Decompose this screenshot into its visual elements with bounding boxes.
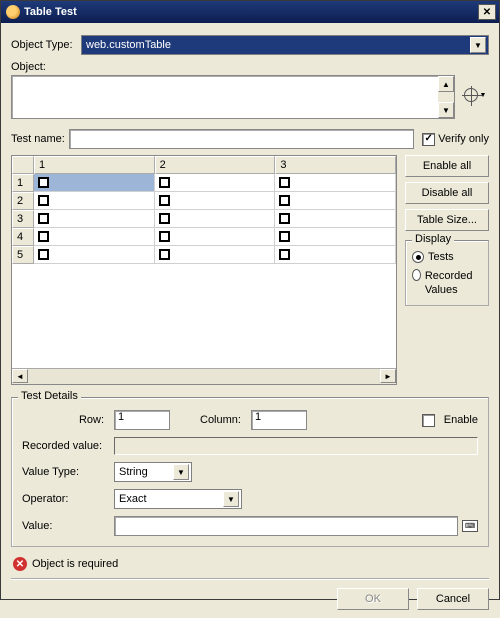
object-textarea[interactable]: ▲ ▼ bbox=[11, 75, 455, 119]
cell-checkbox[interactable] bbox=[38, 195, 49, 206]
enable-checkbox[interactable] bbox=[422, 414, 435, 427]
display-legend: Display bbox=[412, 233, 454, 245]
row-header[interactable]: 3 bbox=[12, 210, 34, 228]
column-label: Column: bbox=[200, 414, 241, 426]
operator-dropdown[interactable]: Exact ▼ bbox=[114, 489, 242, 509]
scroll-down-icon[interactable]: ▼ bbox=[438, 102, 454, 118]
table-cell[interactable] bbox=[275, 192, 396, 210]
column-header[interactable]: 2 bbox=[155, 156, 276, 174]
ok-button[interactable]: OK bbox=[337, 588, 409, 610]
test-table[interactable]: 12312345 ◄ ► bbox=[11, 155, 397, 385]
scroll-left-icon[interactable]: ◄ bbox=[12, 369, 28, 383]
cell-checkbox[interactable] bbox=[279, 195, 290, 206]
value-type-label: Value Type: bbox=[22, 466, 114, 478]
cell-checkbox[interactable] bbox=[279, 213, 290, 224]
error-message: Object is required bbox=[32, 558, 118, 570]
tests-radio-label: Tests bbox=[428, 251, 454, 263]
test-name-input[interactable] bbox=[69, 129, 414, 149]
cell-checkbox[interactable] bbox=[38, 231, 49, 242]
table-cell[interactable] bbox=[34, 246, 155, 264]
display-group: Display Tests Recorded Values bbox=[405, 240, 489, 306]
value-input[interactable] bbox=[114, 516, 458, 536]
row-header[interactable]: 2 bbox=[12, 192, 34, 210]
titlebar: Table Test ✕ bbox=[1, 1, 499, 23]
table-cell[interactable] bbox=[275, 210, 396, 228]
column-header[interactable]: 1 bbox=[34, 156, 155, 174]
recorded-value-label: Recorded value: bbox=[22, 440, 114, 452]
row-input[interactable]: 1 bbox=[114, 410, 170, 430]
cell-checkbox[interactable] bbox=[159, 249, 170, 260]
table-cell[interactable] bbox=[34, 174, 155, 192]
window-title: Table Test bbox=[24, 6, 478, 18]
cell-checkbox[interactable] bbox=[159, 231, 170, 242]
scroll-right-icon[interactable]: ► bbox=[380, 369, 396, 383]
cell-checkbox[interactable] bbox=[279, 231, 290, 242]
recorded-radio-label: Recorded Values bbox=[425, 269, 482, 297]
recorded-value-display bbox=[114, 437, 478, 455]
test-details-legend: Test Details bbox=[18, 390, 81, 402]
cancel-button[interactable]: Cancel bbox=[417, 588, 489, 610]
table-cell[interactable] bbox=[34, 192, 155, 210]
cell-checkbox[interactable] bbox=[279, 177, 290, 188]
keyboard-icon[interactable]: ⌨ bbox=[462, 520, 478, 532]
enable-label: Enable bbox=[444, 414, 478, 426]
test-name-label: Test name: bbox=[11, 133, 65, 145]
table-cell[interactable] bbox=[34, 228, 155, 246]
cell-checkbox[interactable] bbox=[38, 213, 49, 224]
recorded-radio[interactable] bbox=[412, 269, 421, 281]
close-button[interactable]: ✕ bbox=[478, 4, 496, 20]
cell-checkbox[interactable] bbox=[38, 249, 49, 260]
table-cell[interactable] bbox=[155, 228, 276, 246]
operator-label: Operator: bbox=[22, 493, 114, 505]
cell-checkbox[interactable] bbox=[38, 177, 49, 188]
table-cell[interactable] bbox=[155, 246, 276, 264]
value-type-dropdown[interactable]: String ▼ bbox=[114, 462, 192, 482]
value-label: Value: bbox=[22, 520, 114, 532]
disable-all-button[interactable]: Disable all bbox=[405, 182, 489, 204]
table-cell[interactable] bbox=[155, 192, 276, 210]
horizontal-scrollbar[interactable]: ◄ ► bbox=[12, 368, 396, 384]
object-label: Object: bbox=[11, 61, 46, 73]
row-label: Row: bbox=[22, 414, 108, 426]
object-type-value: web.customTable bbox=[86, 39, 171, 51]
table-cell[interactable] bbox=[275, 174, 396, 192]
verify-only-label: Verify only bbox=[438, 133, 489, 145]
tests-radio[interactable] bbox=[412, 251, 424, 263]
object-type-dropdown[interactable]: web.customTable ▼ bbox=[81, 35, 489, 55]
table-corner bbox=[12, 156, 34, 174]
cell-checkbox[interactable] bbox=[159, 213, 170, 224]
table-cell[interactable] bbox=[155, 174, 276, 192]
verify-only-checkbox[interactable] bbox=[422, 133, 435, 146]
scroll-up-icon[interactable]: ▲ bbox=[438, 76, 454, 92]
chevron-down-icon[interactable]: ▼ bbox=[470, 37, 486, 53]
column-header[interactable]: 3 bbox=[275, 156, 396, 174]
target-picker-button[interactable]: ▼ bbox=[461, 85, 489, 105]
chevron-down-icon[interactable]: ▼ bbox=[223, 491, 239, 507]
error-icon: ✕ bbox=[13, 557, 27, 571]
cell-checkbox[interactable] bbox=[159, 177, 170, 188]
table-cell[interactable] bbox=[34, 210, 155, 228]
row-header[interactable]: 4 bbox=[12, 228, 34, 246]
app-icon bbox=[6, 5, 20, 19]
cell-checkbox[interactable] bbox=[279, 249, 290, 260]
object-type-label: Object Type: bbox=[11, 39, 81, 51]
chevron-down-icon[interactable]: ▼ bbox=[173, 464, 189, 480]
cell-checkbox[interactable] bbox=[159, 195, 170, 206]
table-size-button[interactable]: Table Size... bbox=[405, 209, 489, 231]
table-cell[interactable] bbox=[275, 246, 396, 264]
row-header[interactable]: 1 bbox=[12, 174, 34, 192]
row-header[interactable]: 5 bbox=[12, 246, 34, 264]
crosshair-icon bbox=[464, 88, 478, 102]
test-details-group: Test Details Row: 1 Column: 1 Enable Rec… bbox=[11, 397, 489, 547]
enable-all-button[interactable]: Enable all bbox=[405, 155, 489, 177]
column-input[interactable]: 1 bbox=[251, 410, 307, 430]
table-cell[interactable] bbox=[155, 210, 276, 228]
table-cell[interactable] bbox=[275, 228, 396, 246]
